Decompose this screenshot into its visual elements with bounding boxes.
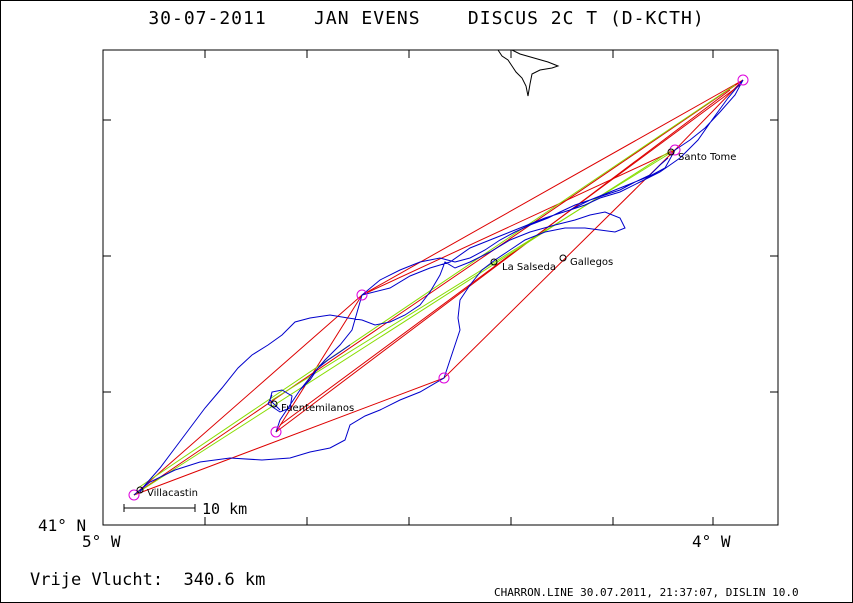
scale-bar-label: 10 km bbox=[202, 500, 247, 518]
turnpoint-markers bbox=[128, 74, 749, 501]
label-santo-tome: Santo Tome bbox=[678, 152, 736, 163]
lat-label: 41° N bbox=[38, 516, 87, 535]
reservoir-outline bbox=[497, 49, 560, 97]
turnpoint-2 bbox=[356, 289, 368, 301]
task-lines bbox=[133, 79, 744, 496]
marker-villacastin bbox=[136, 486, 144, 494]
label-villacastin: Villacastin bbox=[147, 488, 198, 499]
scale-bar bbox=[123, 504, 196, 512]
label-fuentemilanos: Fuentemilanos bbox=[281, 403, 354, 414]
label-la-salseda: La Salseda bbox=[502, 262, 556, 273]
plot-frame bbox=[102, 49, 779, 526]
marker-gallegos bbox=[559, 254, 567, 262]
turnpoint-4 bbox=[669, 144, 681, 156]
marker-fuentemilanos bbox=[270, 400, 278, 408]
distance-text: Vrije Vlucht: 340.6 km bbox=[30, 570, 266, 590]
lon-right-label: 4° W bbox=[692, 532, 731, 551]
footer-info: CHARRON.LINE 30.07.2011, 21:37:07, DISLI… bbox=[494, 586, 799, 599]
map-title: 30-07-2011 JAN EVENS DISCUS 2C T (D-KCTH… bbox=[148, 8, 705, 29]
marker-santo-tome bbox=[667, 148, 675, 156]
turnpoint-start bbox=[128, 489, 140, 501]
flight-track bbox=[133, 79, 744, 496]
label-gallegos: Gallegos bbox=[570, 257, 613, 268]
marker-la-salseda bbox=[490, 258, 498, 266]
turnpoint-6 bbox=[270, 426, 282, 438]
turnpoint-5 bbox=[737, 74, 749, 86]
lon-left-label: 5° W bbox=[82, 532, 121, 551]
turnpoint-3 bbox=[438, 372, 450, 384]
place-markers bbox=[136, 148, 675, 494]
axis-ticks bbox=[103, 50, 778, 525]
